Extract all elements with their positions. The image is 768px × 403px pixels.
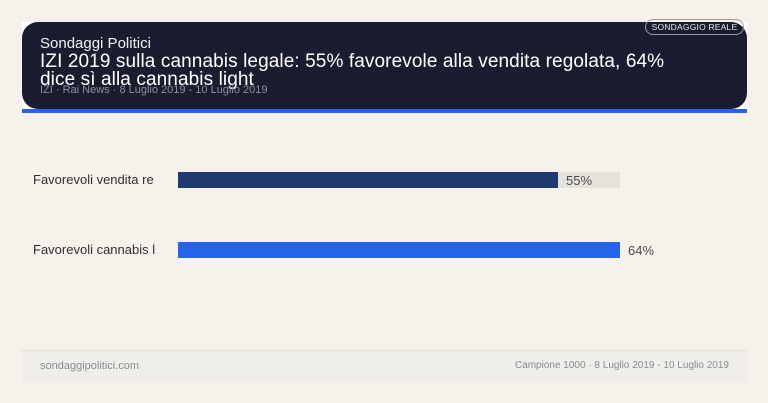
bar-track xyxy=(178,242,620,258)
bar-label: Favorevoli cannabis l xyxy=(33,242,156,257)
title-line-1: IZI 2019 sulla cannabis legale: 55% favo… xyxy=(40,51,665,72)
title-line-2: dice sì alla cannabis light xyxy=(40,69,254,90)
bar-value: 55% xyxy=(566,173,593,188)
bar xyxy=(178,242,620,258)
poll-source: IZI · Rai News · 8 Luglio 2019 - 10 Lugl… xyxy=(40,84,268,96)
bar xyxy=(178,172,558,188)
brand-name: Sondaggi Politici xyxy=(40,35,151,52)
real-poll-badge: SONDAGGIO REALE xyxy=(645,19,744,35)
footer: sondaggipolitici.com Campione 1000 · 8 L… xyxy=(22,350,747,382)
bar-value: 64% xyxy=(628,243,655,258)
header: Sondaggi Politici IZI 2019 sulla cannabi… xyxy=(22,22,747,109)
chart-row: Favorevoli vendita re 55% xyxy=(0,172,768,188)
site-link[interactable]: sondaggipolitici.com xyxy=(40,360,140,372)
page-title: IZI 2019 sulla cannabis legale: 55% favo… xyxy=(40,51,729,90)
header-container: Sondaggi Politici IZI 2019 sulla cannabi… xyxy=(22,22,747,113)
sample-info: Campione 1000 · 8 Luglio 2019 - 10 Lugli… xyxy=(514,360,729,371)
bar-label: Favorevoli vendita re xyxy=(33,172,154,187)
chart-row: Favorevoli cannabis l 64% xyxy=(0,242,768,258)
bar-track xyxy=(178,172,620,188)
